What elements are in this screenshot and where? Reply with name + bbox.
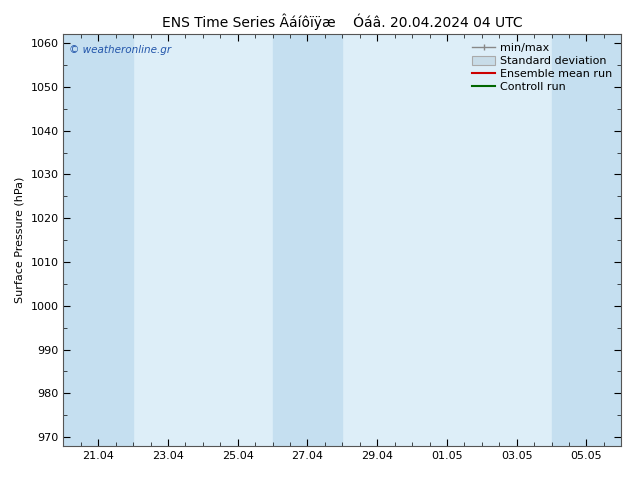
Bar (307, 34, 342, 446)
Text: © weatheronline.gr: © weatheronline.gr (69, 45, 171, 54)
Legend: min/max, Standard deviation, Ensemble mean run, Controll run: min/max, Standard deviation, Ensemble me… (469, 40, 616, 95)
Bar (63, 34, 133, 446)
Bar (586, 34, 621, 446)
Title: ENS Time Series Âáíôïÿæ    Óáâ. 20.04.2024 04 UTC: ENS Time Series Âáíôïÿæ Óáâ. 20.04.2024 … (162, 14, 522, 30)
Y-axis label: Surface Pressure (hPa): Surface Pressure (hPa) (15, 177, 25, 303)
Bar (552, 34, 586, 446)
Bar (273, 34, 307, 446)
